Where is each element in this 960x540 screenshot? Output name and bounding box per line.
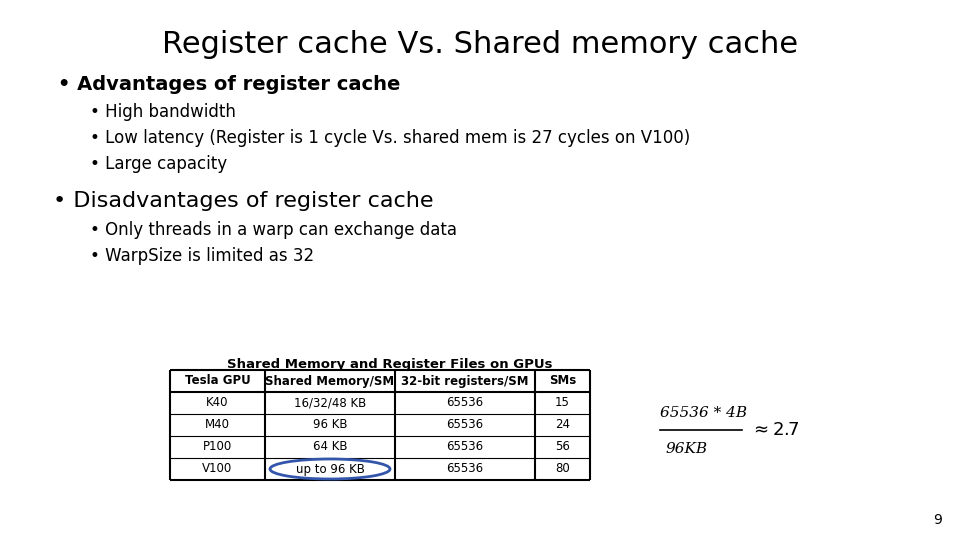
Text: Shared Memory and Register Files on GPUs: Shared Memory and Register Files on GPUs	[228, 358, 553, 371]
Text: up to 96 KB: up to 96 KB	[296, 462, 365, 476]
Text: 65536 * 4B: 65536 * 4B	[660, 406, 747, 420]
Text: • WarpSize is limited as 32: • WarpSize is limited as 32	[90, 247, 314, 265]
Text: K40: K40	[206, 396, 228, 409]
Text: 56: 56	[555, 441, 570, 454]
Text: Shared Memory/SM: Shared Memory/SM	[265, 375, 395, 388]
Text: Tesla GPU: Tesla GPU	[184, 375, 251, 388]
Text: 24: 24	[555, 418, 570, 431]
Text: 15: 15	[555, 396, 570, 409]
Text: SMs: SMs	[549, 375, 576, 388]
Text: • High bandwidth: • High bandwidth	[90, 103, 236, 121]
Text: 65536: 65536	[446, 396, 484, 409]
Text: • Large capacity: • Large capacity	[90, 155, 228, 173]
Text: 65536: 65536	[446, 418, 484, 431]
Text: 80: 80	[555, 462, 570, 476]
Text: • Only threads in a warp can exchange data: • Only threads in a warp can exchange da…	[90, 221, 457, 239]
Text: M40: M40	[205, 418, 230, 431]
Text: 96KB: 96KB	[665, 442, 708, 456]
Text: V100: V100	[203, 462, 232, 476]
Text: 64 KB: 64 KB	[313, 441, 348, 454]
Text: 16/32/48 KB: 16/32/48 KB	[294, 396, 366, 409]
Text: 65536: 65536	[446, 462, 484, 476]
Text: 65536: 65536	[446, 441, 484, 454]
Text: 96 KB: 96 KB	[313, 418, 348, 431]
Text: P100: P100	[203, 441, 232, 454]
Text: 9: 9	[933, 513, 942, 527]
Text: $\approx 2.7$: $\approx 2.7$	[750, 421, 800, 439]
Text: Register cache Vs. Shared memory cache: Register cache Vs. Shared memory cache	[162, 30, 798, 59]
Text: • Low latency (Register is 1 cycle Vs. shared mem is 27 cycles on V100): • Low latency (Register is 1 cycle Vs. s…	[90, 129, 690, 147]
Text: • Disadvantages of register cache: • Disadvantages of register cache	[53, 191, 434, 211]
Text: 32-bit registers/SM: 32-bit registers/SM	[401, 375, 529, 388]
Text: • Advantages of register cache: • Advantages of register cache	[58, 75, 400, 94]
